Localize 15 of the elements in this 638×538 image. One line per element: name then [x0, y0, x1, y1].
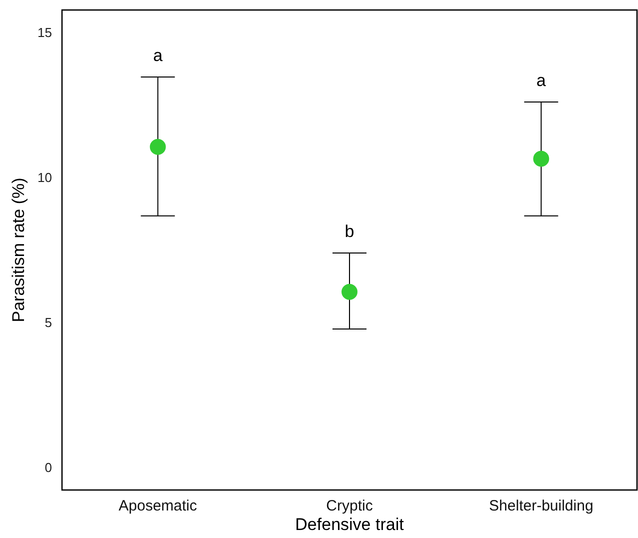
annotation: a [536, 70, 546, 90]
x-tick-label: Cryptic [326, 498, 374, 515]
x-axis-title: Defensive trait [295, 515, 404, 534]
x-tick-label: Aposematic [118, 498, 198, 515]
point [533, 150, 550, 167]
y-tick-label: 15 [38, 25, 52, 40]
annotation: a [153, 46, 164, 65]
y-axis-title: Parasitism rate (%) [9, 178, 28, 322]
point [342, 284, 358, 300]
y-tick-label: 10 [38, 170, 52, 186]
annotation: b [344, 222, 354, 242]
x-tick-label: Shelter-building [489, 498, 594, 515]
point [150, 138, 166, 155]
y-tick-label: 5 [44, 315, 52, 330]
y-tick-label: 0 [44, 460, 52, 476]
